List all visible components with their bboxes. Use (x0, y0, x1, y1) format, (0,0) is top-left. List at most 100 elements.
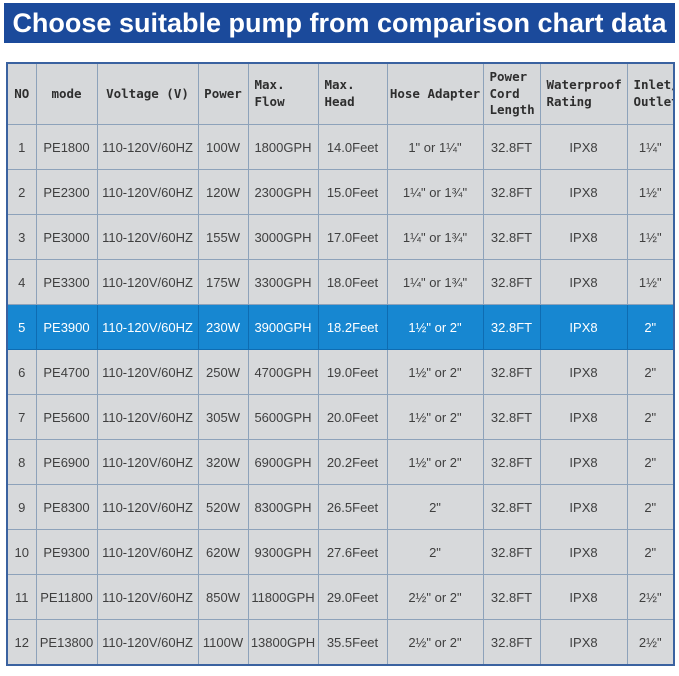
column-header: Inlet/ Outlet (626, 62, 675, 125)
table-row: 2 PE2300 110-120V/60HZ 120W 2300GPH 15.0Feet 1… (6, 169, 675, 215)
column-header: Voltage (V) (96, 62, 199, 125)
table-cell: 230W (197, 304, 249, 350)
table-cell: 110-120V/60HZ (96, 394, 199, 440)
table-cell: 1½" (626, 214, 675, 260)
table-cell: 2" (386, 484, 484, 530)
column-header: Waterproof Rating (539, 62, 628, 125)
table-cell: 32.8FT (482, 169, 541, 215)
table-body: 1 PE1800 110-120V/60HZ 100W 1800GPH 14.0Feet 1… (6, 124, 675, 666)
table-cell: PE5600 (35, 394, 98, 440)
table-cell: 1½" (626, 169, 675, 215)
table-cell: 520W (197, 484, 249, 530)
table-cell: 20.0Feet (317, 394, 388, 440)
table-cell: 4700GPH (247, 349, 319, 395)
table-cell: PE3900 (35, 304, 98, 350)
table-cell: IPX8 (539, 484, 628, 530)
table-cell: 155W (197, 214, 249, 260)
table-cell: 17.0Feet (317, 214, 388, 260)
table-cell: 32.8FT (482, 349, 541, 395)
table-cell: 5600GPH (247, 394, 319, 440)
table-cell: IPX8 (539, 439, 628, 485)
table-cell: 3000GPH (247, 214, 319, 260)
table-cell: 9 (6, 484, 37, 530)
table-cell: 2" (626, 529, 675, 575)
table-cell: 120W (197, 169, 249, 215)
table-cell: 1100W (197, 619, 249, 666)
table-cell: 35.5Feet (317, 619, 388, 666)
banner: Choose suitable pump from comparison cha… (4, 3, 675, 43)
pump-comparison-page: Choose suitable pump from comparison cha… (0, 3, 679, 676)
column-header: Max. Flow (247, 62, 319, 125)
table-row: 3 PE3000 110-120V/60HZ 155W 3000GPH 17.0Feet 1… (6, 214, 675, 260)
table-cell: 2½" or 2" (386, 574, 484, 620)
table-cell: 1½" or 2" (386, 394, 484, 440)
table-cell: PE3300 (35, 259, 98, 305)
table-cell: 2" (626, 484, 675, 530)
table-cell: 100W (197, 124, 249, 170)
table-cell: 32.8FT (482, 439, 541, 485)
table-cell: 110-120V/60HZ (96, 529, 199, 575)
table-cell: 7 (6, 394, 37, 440)
table-cell: 10 (6, 529, 37, 575)
column-header: mode (35, 62, 98, 125)
table-row: 4 PE3300 110-120V/60HZ 175W 3300GPH 18.0Feet 1… (6, 259, 675, 305)
table-cell: 2 (6, 169, 37, 215)
table-row: 12 PE13800 110-120V/60HZ 1100W 13800GPH 35.5F… (6, 619, 675, 666)
column-header: Max. Head (317, 62, 388, 125)
table-cell: 8300GPH (247, 484, 319, 530)
table-cell: 2½" (626, 574, 675, 620)
table-cell: 32.8FT (482, 304, 541, 350)
table-cell: 27.6Feet (317, 529, 388, 575)
table-cell: 13800GPH (247, 619, 319, 666)
table-cell: IPX8 (539, 214, 628, 260)
table-cell: 15.0Feet (317, 169, 388, 215)
table-cell: PE9300 (35, 529, 98, 575)
table-row: 10 PE9300 110-120V/60HZ 620W 9300GPH 27.6Feet… (6, 529, 675, 575)
table-cell: 2½" or 2" (386, 619, 484, 666)
column-header: NO (6, 62, 37, 125)
table-cell: 32.8FT (482, 574, 541, 620)
table-cell: 20.2Feet (317, 439, 388, 485)
table-cell: 29.0Feet (317, 574, 388, 620)
table-cell: 3300GPH (247, 259, 319, 305)
table-cell: 2" (626, 349, 675, 395)
table-cell: 32.8FT (482, 619, 541, 666)
table-cell: 32.8FT (482, 484, 541, 530)
table-cell: 18.0Feet (317, 259, 388, 305)
table-cell: IPX8 (539, 259, 628, 305)
table-cell: 110-120V/60HZ (96, 304, 199, 350)
column-header: Power Cord Length (482, 62, 541, 125)
table-cell: 1½" (626, 259, 675, 305)
table-cell: PE11800 (35, 574, 98, 620)
header-row: NO mode Voltage (V) Power Max. Flow Max. Head… (6, 62, 675, 125)
column-header: Hose Adapter (386, 62, 484, 125)
table-cell: 1 (6, 124, 37, 170)
table-cell: 110-120V/60HZ (96, 484, 199, 530)
table-cell: PE6900 (35, 439, 98, 485)
table-cell: 1½" or 2" (386, 304, 484, 350)
table-cell: IPX8 (539, 169, 628, 215)
table-cell: IPX8 (539, 529, 628, 575)
table-cell: IPX8 (539, 349, 628, 395)
pump-comparison-table: NO mode Voltage (V) Power Max. Flow Max. Head… (6, 62, 675, 666)
table-cell: 1¼" or 1¾" (386, 259, 484, 305)
table-cell: 9300GPH (247, 529, 319, 575)
table-cell: 18.2Feet (317, 304, 388, 350)
table-cell: IPX8 (539, 124, 628, 170)
table-cell: 12 (6, 619, 37, 666)
table-cell: 1½" or 2" (386, 349, 484, 395)
table-cell: 19.0Feet (317, 349, 388, 395)
table-cell: 2" (626, 304, 675, 350)
table-cell: 1" or 1¼" (386, 124, 484, 170)
table-cell: IPX8 (539, 574, 628, 620)
table-cell: 5 (6, 304, 37, 350)
table-cell: 1¼" (626, 124, 675, 170)
table-cell: PE1800 (35, 124, 98, 170)
table-cell: 175W (197, 259, 249, 305)
table-cell: 2½" (626, 619, 675, 666)
column-header: Power (197, 62, 249, 125)
table-cell: 320W (197, 439, 249, 485)
table-cell: 850W (197, 574, 249, 620)
table-row: 1 PE1800 110-120V/60HZ 100W 1800GPH 14.0Feet 1… (6, 124, 675, 170)
table-cell: 1¼" or 1¾" (386, 214, 484, 260)
